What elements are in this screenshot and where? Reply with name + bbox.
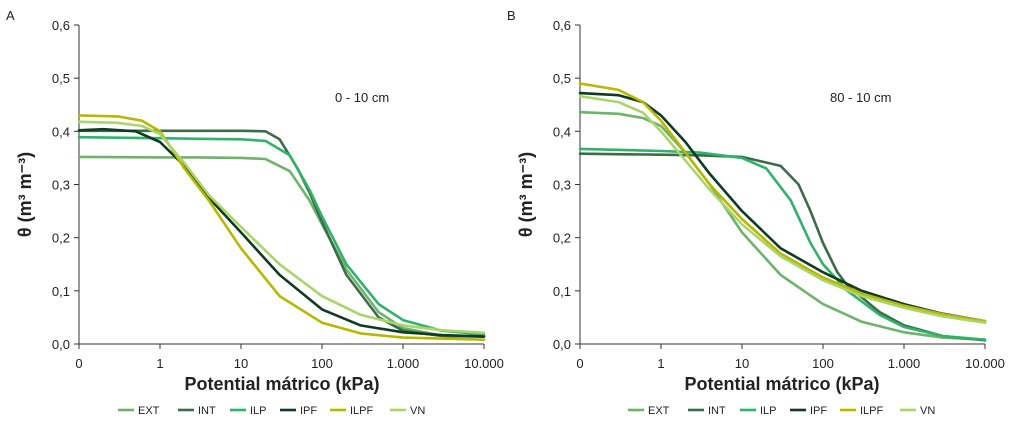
- legend-label: EXT: [648, 405, 670, 417]
- x-axis-label: Potential mátrico (kPa): [184, 374, 379, 394]
- legend-label: VN: [410, 405, 425, 417]
- x-tick-label: 0: [75, 356, 82, 371]
- series-line-int: [578, 152, 987, 342]
- x-tick-label: 100: [812, 356, 834, 371]
- series-line-vn: [578, 94, 987, 325]
- y-tick-label: 0,0: [553, 337, 571, 352]
- legend-label: IPF: [300, 405, 317, 417]
- depth-annotation: 0 - 10 cm: [335, 90, 389, 105]
- legend-label: ILP: [760, 405, 777, 417]
- legend-label: INT: [708, 405, 726, 417]
- y-tick-label: 0,5: [52, 71, 70, 86]
- legend-label: ILP: [250, 405, 267, 417]
- x-tick-label: 0: [576, 356, 583, 371]
- legend-label: VN: [920, 405, 935, 417]
- series-line-ipf: [578, 91, 987, 323]
- y-tick-label: 0,2: [52, 231, 70, 246]
- y-axis-label: θ (m³ m⁻³): [15, 152, 35, 237]
- y-tick-label: 0,6: [52, 18, 70, 33]
- legend-label: INT: [198, 405, 216, 417]
- depth-annotation: 80 - 10 cm: [830, 90, 891, 105]
- series-line-ilpf: [578, 82, 987, 323]
- series-line-ilp: [578, 147, 987, 342]
- y-tick-label: 0,3: [52, 178, 70, 193]
- series-line-ipf: [77, 127, 486, 338]
- series-line-int: [77, 129, 486, 338]
- chart-panel-a: A 0,0 0,1 0,2 0,3 0,4 0,5 0,6 0 1 10 100 1.000 10.000…: [6, 8, 504, 417]
- y-tick-label: 0,4: [52, 124, 70, 139]
- x-tick-label: 10.000: [965, 356, 1005, 371]
- panel-label: B: [507, 8, 516, 23]
- legend-label: IPF: [810, 405, 827, 417]
- y-tick-label: 0,6: [553, 18, 571, 33]
- series-line-ext: [578, 110, 987, 342]
- x-tick-label: 1: [657, 356, 664, 371]
- series-line-ext: [77, 155, 486, 338]
- y-axis-label: θ (m³ m⁻³): [516, 152, 536, 237]
- x-tick-label: 10.000: [464, 356, 504, 371]
- y-tick-label: 0,1: [553, 284, 571, 299]
- y-tick-label: 0,1: [52, 284, 70, 299]
- series-line-ilp: [77, 135, 486, 336]
- legend-label: ILPF: [350, 405, 374, 417]
- legend-label: EXT: [138, 405, 160, 417]
- y-tick-label: 0,3: [553, 178, 571, 193]
- x-tick-label: 100: [311, 356, 333, 371]
- y-tick-label: 0,0: [52, 337, 70, 352]
- x-tick-label: 10: [735, 356, 749, 371]
- x-tick-label: 1.000: [888, 356, 921, 371]
- series-line-vn: [77, 120, 486, 335]
- panel-label: A: [6, 8, 15, 23]
- chart-panel-b: B 0,0 0,1 0,2 0,3 0,4 0,5 0,6 0 1 10 100 1.000 10.000…: [507, 8, 1005, 417]
- x-axis-label: Potential mátrico (kPa): [684, 374, 879, 394]
- x-tick-label: 10: [234, 356, 248, 371]
- series-line-ilpf: [77, 114, 486, 342]
- y-tick-label: 0,5: [553, 71, 571, 86]
- y-tick-label: 0,2: [553, 231, 571, 246]
- y-tick-label: 0,4: [553, 124, 571, 139]
- legend-label: ILPF: [860, 405, 884, 417]
- x-tick-label: 1: [156, 356, 163, 371]
- x-tick-label: 1.000: [387, 356, 420, 371]
